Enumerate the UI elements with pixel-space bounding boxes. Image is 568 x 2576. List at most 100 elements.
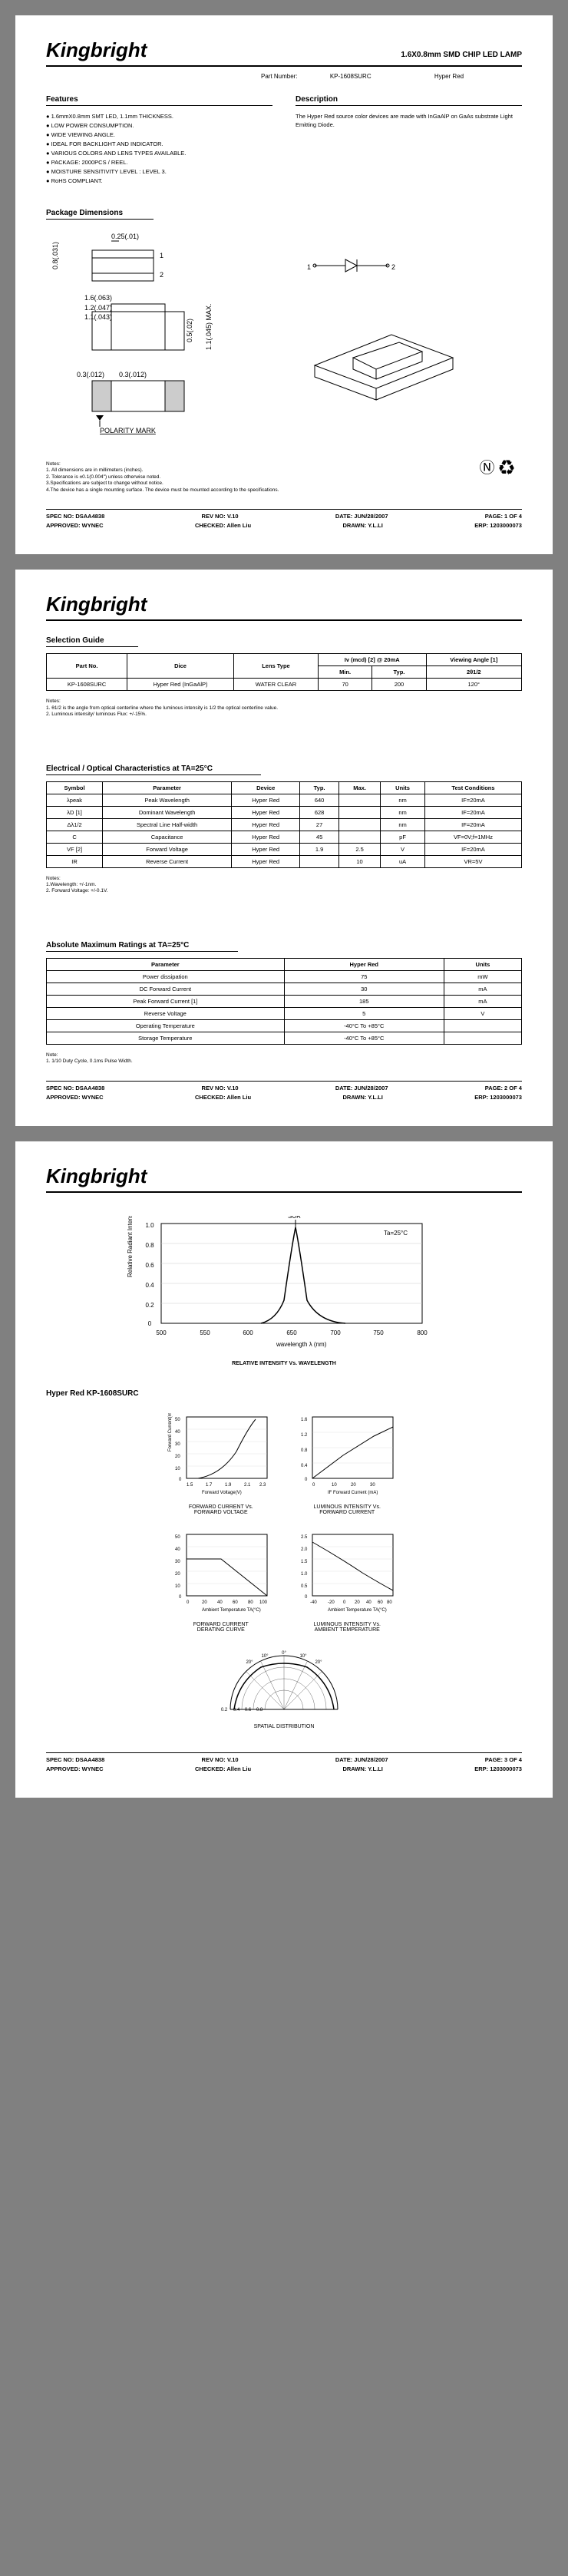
svg-text:30: 30 [175, 1442, 180, 1447]
svg-text:2.1: 2.1 [244, 1483, 251, 1488]
svg-text:0.8: 0.8 [145, 1242, 154, 1249]
abs-table: ParameterHyper RedUnits Power dissipatio… [46, 958, 522, 1045]
svg-text:0.4: 0.4 [233, 1708, 240, 1712]
cert-icons: Ⓝ ♻ [479, 455, 514, 477]
svg-text:1.5: 1.5 [187, 1483, 193, 1488]
svg-text:0.2: 0.2 [221, 1708, 228, 1712]
svg-text:20: 20 [175, 1455, 180, 1459]
page-3: Kingbright SUR Ta=25°C 500550600 6507007… [15, 1141, 553, 1798]
svg-text:1.6: 1.6 [301, 1418, 308, 1422]
package-drawing: 0.25(.01) 0.8(.031) 1 2 1.6(.063) 1.2(.0… [46, 227, 522, 446]
spectral-chart: SUR Ta=25°C 500550600 650700750800 1.00.… [46, 1216, 522, 1366]
svg-text:Ambient Temperature TA(°C): Ambient Temperature TA(°C) [328, 1608, 387, 1613]
svg-text:Relative Radiant Intensity: Relative Radiant Intensity [127, 1216, 134, 1277]
abs-notes: Note:1. 1/10 Duty Cycle, 0.1ms Pulse Wid… [46, 1052, 522, 1065]
svg-text:Forward Voltage(V): Forward Voltage(V) [202, 1491, 242, 1495]
header-title: 1.6X0.8mm SMD CHIP LED LAMP [401, 51, 522, 59]
svg-text:650: 650 [286, 1329, 297, 1336]
logo: Kingbright [46, 38, 147, 62]
svg-text:20: 20 [202, 1600, 207, 1605]
description-text: The Hyper Red source color devices are m… [296, 112, 522, 130]
features-title: Features [46, 95, 272, 106]
svg-text:Ambient Temperature TA(°C): Ambient Temperature TA(°C) [202, 1608, 261, 1613]
svg-text:80: 80 [387, 1600, 392, 1605]
pkg-dim-title: Package Dimensions [46, 209, 154, 220]
svg-text:1.0: 1.0 [145, 1222, 154, 1229]
svg-text:1.1(.043): 1.1(.043) [84, 313, 112, 321]
elec-table: SymbolParameterDeviceTyp.Max.UnitsTest C… [46, 781, 522, 868]
svg-text:Forward Current(mA): Forward Current(mA) [168, 1413, 173, 1451]
page-2: Kingbright Selection Guide Part No. Dice… [15, 570, 553, 1126]
svg-text:10°: 10° [299, 1654, 307, 1659]
svg-text:2: 2 [160, 271, 163, 279]
description-title: Description [296, 95, 522, 106]
svg-text:50: 50 [175, 1535, 180, 1540]
dim-notes: Notes: 1. All dimensions are in millimet… [46, 461, 522, 494]
svg-text:0.8(.031): 0.8(.031) [51, 242, 59, 269]
svg-text:20°: 20° [315, 1660, 322, 1665]
part-row: Part Number: KP-1608SURC Hyper Red [46, 73, 522, 80]
svg-text:0.4: 0.4 [145, 1282, 154, 1289]
svg-text:IF Forward Current (mA): IF Forward Current (mA) [328, 1491, 378, 1495]
svg-text:700: 700 [330, 1329, 341, 1336]
part-label: Part Number: KP-1608SURC [261, 73, 402, 80]
svg-text:0: 0 [305, 1478, 308, 1482]
svg-text:2.0: 2.0 [301, 1547, 308, 1552]
svg-text:10°: 10° [261, 1654, 269, 1659]
svg-text:30: 30 [370, 1483, 375, 1488]
part-color: Hyper Red [434, 73, 464, 80]
header: Kingbright 1.6X0.8mm SMD CHIP LED LAMP [46, 38, 522, 67]
svg-text:10: 10 [175, 1584, 180, 1589]
svg-text:60: 60 [378, 1600, 383, 1605]
spatial-chart: 0°10°10° 20°20° 0.20.40.60.8 SPATIAL DIS… [215, 1648, 353, 1729]
svg-text:SUR: SUR [288, 1216, 301, 1220]
svg-text:POLARITY MARK: POLARITY MARK [100, 427, 156, 434]
abs-title: Absolute Maximum Ratings at TA=25°C [46, 941, 238, 952]
svg-text:30: 30 [175, 1560, 180, 1564]
svg-text:750: 750 [373, 1329, 384, 1336]
svg-text:500: 500 [156, 1329, 167, 1336]
svg-text:wavelength λ (nm): wavelength λ (nm) [276, 1341, 327, 1348]
svg-text:0: 0 [179, 1478, 182, 1482]
svg-text:1.5: 1.5 [301, 1560, 308, 1564]
svg-text:40: 40 [175, 1430, 180, 1435]
sel-notes: Notes:1. θ1/2 is the angle from optical … [46, 698, 522, 718]
selection-table: Part No. Dice Lens Type Iv (mcd) [2] @ 2… [46, 653, 522, 691]
svg-text:1: 1 [307, 263, 311, 271]
footer-1: SPEC NO: DSAA4838REV NO: V.10DATE: JUN/2… [46, 509, 522, 529]
svg-text:100: 100 [259, 1600, 268, 1605]
svg-text:10: 10 [175, 1467, 180, 1471]
features-desc-row: Features 1.6mmX0.8mm SMT LED, 1.1mm THIC… [46, 95, 522, 186]
svg-text:2.3: 2.3 [259, 1483, 266, 1488]
svg-text:0.25(.01): 0.25(.01) [111, 233, 139, 240]
svg-text:20: 20 [351, 1483, 356, 1488]
features-list: 1.6mmX0.8mm SMT LED, 1.1mm THICKNESS.LOW… [46, 112, 272, 186]
svg-text:0.2: 0.2 [145, 1302, 154, 1309]
svg-text:0.3(.012): 0.3(.012) [77, 371, 104, 378]
svg-text:0.6: 0.6 [245, 1708, 252, 1712]
svg-text:60: 60 [233, 1600, 238, 1605]
svg-text:-40: -40 [310, 1600, 317, 1605]
svg-text:Ta=25°C: Ta=25°C [384, 1230, 408, 1237]
svg-text:40: 40 [217, 1600, 223, 1605]
svg-text:0: 0 [312, 1483, 315, 1488]
svg-text:1: 1 [160, 252, 163, 259]
svg-text:20: 20 [175, 1572, 180, 1577]
svg-text:1.1(.045) MAX.: 1.1(.045) MAX. [205, 303, 213, 350]
sel-guide-title: Selection Guide [46, 636, 138, 647]
svg-text:2.5: 2.5 [301, 1535, 308, 1540]
svg-text:600: 600 [243, 1329, 253, 1336]
chart-subtitle: Hyper Red KP-1608SURC [46, 1389, 522, 1398]
svg-text:40: 40 [366, 1600, 372, 1605]
svg-text:0: 0 [148, 1320, 152, 1327]
svg-text:0.8: 0.8 [256, 1708, 263, 1712]
svg-text:0.4: 0.4 [301, 1464, 308, 1468]
svg-text:-20: -20 [328, 1600, 335, 1605]
svg-text:0.5: 0.5 [301, 1584, 308, 1589]
svg-text:800: 800 [417, 1329, 428, 1336]
svg-text:1.9: 1.9 [225, 1483, 232, 1488]
svg-text:80: 80 [248, 1600, 253, 1605]
svg-text:20: 20 [355, 1600, 360, 1605]
fv-chart: 50403020100 1.51.71.92.12.3 Forward Curr… [167, 1413, 275, 1515]
svg-text:1.7: 1.7 [206, 1483, 213, 1488]
